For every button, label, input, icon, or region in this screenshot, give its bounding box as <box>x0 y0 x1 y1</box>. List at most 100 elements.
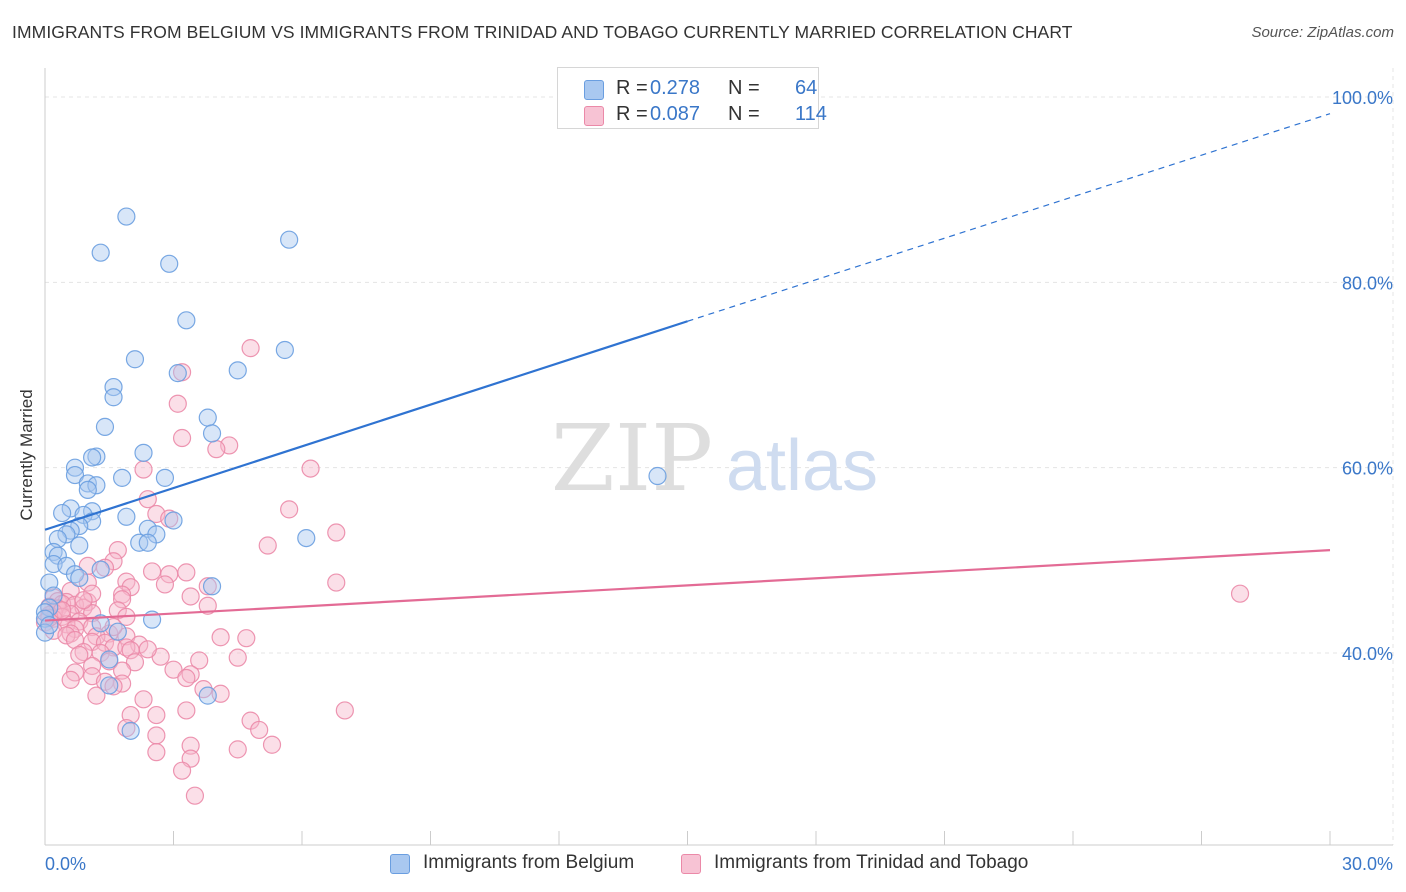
belgium-point <box>112 468 132 487</box>
trinidad-point <box>57 626 76 645</box>
trinidad-point <box>211 628 230 647</box>
r-label: R = <box>616 103 648 125</box>
belgium-point <box>164 511 183 530</box>
belgium-point <box>70 536 89 555</box>
trinidad-point <box>237 629 256 648</box>
belgium-point <box>198 686 217 705</box>
n-label: N = <box>728 103 760 125</box>
belgium-point <box>202 577 222 596</box>
trinidad-point <box>155 575 175 594</box>
trinidad-point <box>181 736 200 755</box>
n-value: 114 <box>795 103 827 125</box>
trinidad-point <box>250 720 269 740</box>
trinidad-point <box>172 428 192 448</box>
belgium-point <box>648 466 667 486</box>
y-tick-label: 40.0% <box>1342 644 1393 664</box>
trinidad-point <box>125 653 145 672</box>
trinidad-point <box>1230 584 1250 603</box>
trinidad-point <box>61 581 80 601</box>
trinidad-point <box>198 577 217 596</box>
belgium-point <box>168 364 187 383</box>
trinidad-point <box>177 701 196 720</box>
belgium-point <box>70 568 89 588</box>
belgium-point <box>65 465 85 485</box>
n-label: N = <box>728 77 760 99</box>
r-value: 0.278 <box>650 77 701 99</box>
belgium-swatch <box>390 854 410 874</box>
trinidad-point <box>112 590 132 609</box>
trinidad-point <box>177 563 196 582</box>
trinidad-point <box>78 573 97 592</box>
trinidad-point <box>87 686 106 705</box>
trinidad-point <box>262 735 282 754</box>
trinidad-point <box>108 541 127 560</box>
watermark-atlas: atlas <box>726 426 878 506</box>
source-attribution: Source: ZipAtlas.com <box>1251 24 1394 41</box>
trinidad-point <box>142 562 162 581</box>
trinidad-point <box>280 500 299 519</box>
trinidad-point <box>177 668 196 688</box>
belgium-point <box>91 243 110 262</box>
belgium-point <box>78 480 97 500</box>
belgium-point <box>297 528 316 548</box>
legend-label: Immigrants from Belgium <box>423 852 635 873</box>
belgium-point <box>228 361 247 380</box>
belgium-point <box>155 468 175 487</box>
r-label: R = <box>616 77 648 99</box>
y-tick-label: 60.0% <box>1342 459 1393 479</box>
trinidad-point <box>74 591 93 610</box>
belgium-point <box>57 525 76 544</box>
watermark-zip: ZIP <box>551 405 713 512</box>
trinidad-point <box>147 705 166 725</box>
trinidad-point <box>147 743 166 762</box>
belgium-point <box>53 503 72 523</box>
trinidad-swatch <box>584 106 604 126</box>
x-tick-label: 30.0% <box>1342 854 1393 874</box>
belgium-point <box>117 207 136 226</box>
belgium-point <box>44 586 63 605</box>
trinidad-point <box>301 459 320 478</box>
watermark: ZIP atlas <box>551 405 878 512</box>
belgium-point <box>65 458 85 477</box>
belgium-point <box>91 560 110 579</box>
belgium-swatch <box>584 80 604 100</box>
trinidad-point <box>327 523 346 542</box>
y-tick-label: 100.0% <box>1332 88 1393 108</box>
y-axis-label: Currently Married <box>17 389 36 521</box>
trinidad-point <box>172 761 192 780</box>
gridlines <box>45 68 1394 845</box>
belgium-point <box>117 507 136 526</box>
trinidad-point <box>160 565 179 584</box>
trinidad-point <box>327 573 346 592</box>
trinidad-point <box>138 640 157 659</box>
belgium-point <box>100 676 119 695</box>
chart-title: IMMIGRANTS FROM BELGIUM VS IMMIGRANTS FR… <box>12 22 1073 42</box>
belgium-point <box>104 388 123 407</box>
belgium-point <box>202 424 222 443</box>
trinidad-point <box>95 633 115 652</box>
r-value: 0.087 <box>650 103 701 125</box>
trinidad-point <box>228 648 247 667</box>
belgium-point <box>100 650 119 669</box>
belgium-point <box>160 254 179 273</box>
x-tick-labels: 0.0% 30.0% <box>45 854 1393 874</box>
trinidad-point <box>112 661 132 680</box>
belgium-trend-extrapolation <box>687 113 1331 322</box>
belgium-point <box>177 311 196 330</box>
trinidad-point <box>207 440 226 459</box>
trinidad-point <box>147 726 166 745</box>
stats-row-belgium: R = 0.278 N = 64 <box>558 77 818 103</box>
belgium-point <box>134 443 153 462</box>
trinidad-point <box>228 740 247 759</box>
trinidad-point <box>168 394 187 413</box>
x-tick-label: 0.0% <box>45 854 86 874</box>
belgium-point <box>83 448 102 467</box>
stats-legend: R = 0.278 N = 64 R = 0.087 N = 114 <box>557 67 827 129</box>
y-tick-labels: 40.0% 60.0% 80.0% 100.0% <box>1332 88 1393 664</box>
y-tick-label: 80.0% <box>1342 273 1393 293</box>
trend-lines <box>44 113 1331 622</box>
n-value: 64 <box>795 77 818 99</box>
belgium-point <box>104 377 123 397</box>
trinidad-point <box>241 339 260 358</box>
